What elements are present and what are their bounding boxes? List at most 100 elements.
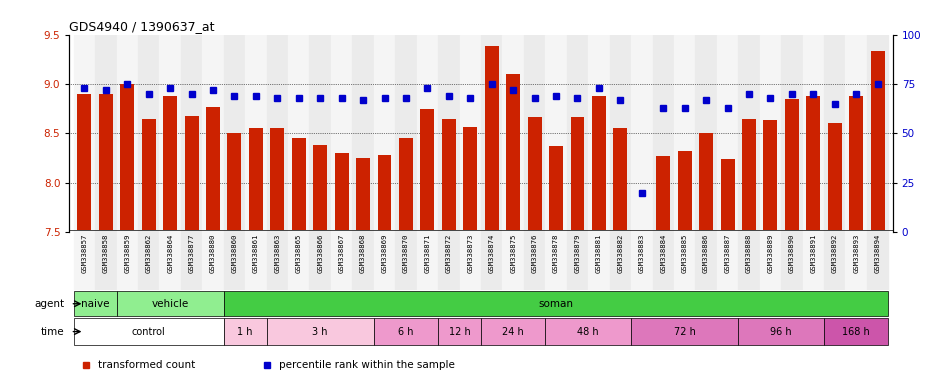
- Text: GSM338894: GSM338894: [875, 233, 881, 273]
- Bar: [421, 109, 435, 232]
- Text: GSM338887: GSM338887: [724, 233, 731, 273]
- Bar: [288, 35, 310, 232]
- Bar: [460, 35, 481, 232]
- Bar: [567, 230, 588, 290]
- Text: vehicle: vehicle: [152, 299, 189, 309]
- Bar: [506, 74, 520, 232]
- Bar: [635, 230, 648, 232]
- Bar: [181, 230, 203, 290]
- Text: GSM338890: GSM338890: [789, 233, 795, 273]
- Text: GSM338865: GSM338865: [296, 233, 302, 273]
- Bar: [331, 230, 352, 290]
- Bar: [291, 138, 306, 232]
- Bar: [460, 230, 481, 290]
- Text: time: time: [41, 327, 65, 337]
- Bar: [849, 96, 863, 232]
- Bar: [442, 119, 456, 232]
- Bar: [699, 134, 713, 232]
- Bar: [159, 35, 181, 232]
- Bar: [824, 318, 888, 345]
- Bar: [652, 230, 674, 290]
- Bar: [374, 318, 438, 345]
- Bar: [416, 230, 438, 290]
- Text: GSM338893: GSM338893: [853, 233, 859, 273]
- Text: GSM338888: GSM338888: [746, 233, 752, 273]
- Text: GSM338873: GSM338873: [467, 233, 474, 273]
- Text: transformed count: transformed count: [98, 360, 195, 370]
- Bar: [203, 35, 224, 232]
- Bar: [803, 35, 824, 232]
- Text: GSM338870: GSM338870: [403, 233, 409, 273]
- Bar: [95, 35, 117, 232]
- Bar: [438, 318, 481, 345]
- Bar: [399, 138, 413, 232]
- Bar: [828, 122, 842, 232]
- Bar: [335, 153, 349, 232]
- Text: GSM338860: GSM338860: [231, 233, 238, 273]
- Text: GSM338875: GSM338875: [511, 233, 516, 273]
- Text: GSM338858: GSM338858: [103, 233, 109, 273]
- Bar: [481, 230, 502, 290]
- Bar: [310, 35, 331, 232]
- Bar: [99, 94, 113, 232]
- Bar: [438, 230, 460, 290]
- Text: GSM338872: GSM338872: [446, 233, 451, 273]
- Bar: [266, 230, 288, 290]
- Bar: [678, 151, 692, 232]
- Bar: [117, 230, 138, 290]
- Bar: [652, 35, 674, 232]
- Text: naive: naive: [80, 299, 109, 309]
- Bar: [352, 230, 374, 290]
- Bar: [781, 230, 803, 290]
- Bar: [870, 51, 884, 232]
- Bar: [759, 35, 781, 232]
- Text: GSM338878: GSM338878: [553, 233, 559, 273]
- Text: percentile rank within the sample: percentile rank within the sample: [279, 360, 455, 370]
- Bar: [314, 145, 327, 232]
- Bar: [481, 318, 546, 345]
- Text: GSM338877: GSM338877: [189, 233, 194, 273]
- Bar: [266, 35, 288, 232]
- Bar: [463, 126, 477, 232]
- Text: GSM338889: GSM338889: [768, 233, 773, 273]
- Text: GSM338867: GSM338867: [339, 233, 345, 273]
- Bar: [117, 291, 224, 316]
- Bar: [138, 230, 159, 290]
- Bar: [117, 35, 138, 232]
- Bar: [120, 84, 134, 232]
- Bar: [159, 230, 181, 290]
- Bar: [502, 35, 524, 232]
- Bar: [588, 35, 610, 232]
- Bar: [631, 35, 652, 232]
- Bar: [674, 35, 696, 232]
- Bar: [867, 35, 888, 232]
- Bar: [224, 318, 266, 345]
- Text: 12 h: 12 h: [449, 326, 471, 337]
- Bar: [656, 156, 671, 232]
- Bar: [206, 107, 220, 232]
- Bar: [181, 35, 203, 232]
- Bar: [266, 318, 374, 345]
- Bar: [270, 129, 284, 232]
- Text: 96 h: 96 h: [771, 326, 792, 337]
- Bar: [228, 134, 241, 232]
- Text: GSM338866: GSM338866: [317, 233, 323, 273]
- Bar: [546, 318, 631, 345]
- Bar: [374, 230, 395, 290]
- Bar: [142, 119, 155, 232]
- Text: GSM338892: GSM338892: [832, 233, 838, 273]
- Bar: [588, 230, 610, 290]
- Bar: [224, 35, 245, 232]
- Text: GSM338882: GSM338882: [617, 233, 623, 273]
- Text: GSM338874: GSM338874: [488, 233, 495, 273]
- Bar: [245, 230, 266, 290]
- Bar: [785, 99, 799, 232]
- Bar: [524, 35, 546, 232]
- Bar: [674, 230, 696, 290]
- Bar: [352, 35, 374, 232]
- Bar: [567, 35, 588, 232]
- Bar: [502, 230, 524, 290]
- Bar: [74, 230, 95, 290]
- Bar: [738, 230, 759, 290]
- Text: 1 h: 1 h: [238, 326, 253, 337]
